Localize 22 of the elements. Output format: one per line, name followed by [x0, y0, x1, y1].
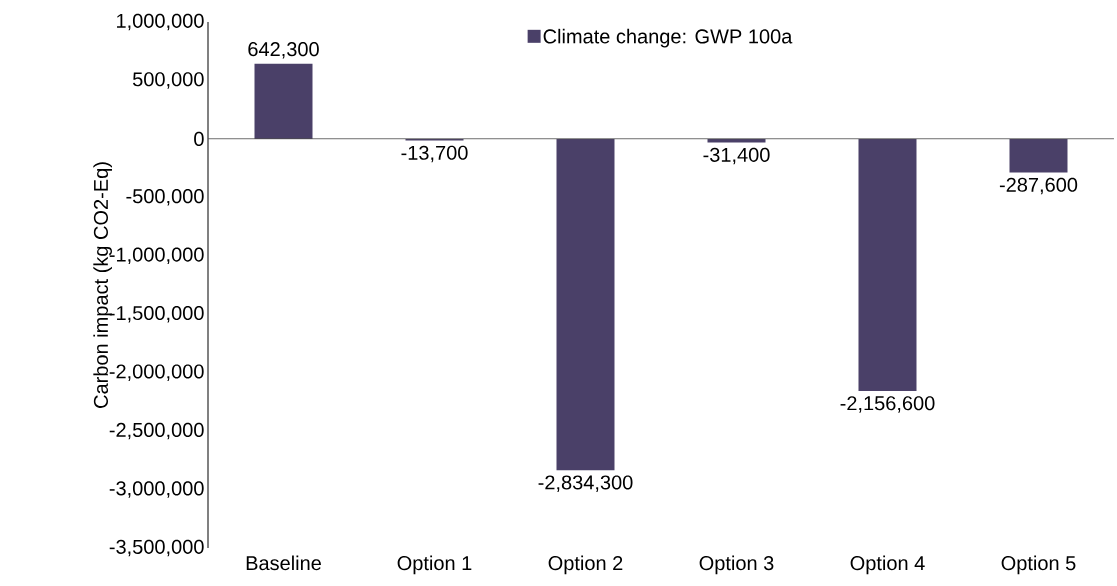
y-tick-label: -1,500,000	[109, 305, 204, 323]
y-tick-label: -500,000	[126, 189, 204, 206]
data-label: -31,400	[703, 147, 770, 165]
data-label: 642,300	[248, 42, 319, 59]
y-tick-label: 0	[194, 131, 204, 146]
x-tick-label: Option 1	[397, 555, 472, 575]
data-label: -13,700	[401, 145, 468, 163]
y-tick-label: 500,000	[132, 72, 204, 89]
x-tick-label: Option 3	[699, 555, 774, 575]
y-tick-label: -3,500,000	[109, 539, 204, 557]
data-label: -287,600	[999, 177, 1078, 195]
y-tick-label: -2,000,000	[109, 364, 204, 381]
y-tick-label: -3,000,000	[109, 481, 204, 498]
x-tick-label: Baseline	[246, 555, 321, 571]
x-tick-label: Option 5	[1001, 555, 1076, 575]
y-tick-label: -2,500,000	[109, 422, 204, 440]
x-tick-label: Option 2	[548, 555, 623, 575]
data-label: -2,834,300	[538, 475, 633, 492]
data-label: -2,156,600	[840, 396, 935, 413]
y-tick-label: 1,000,000	[117, 13, 204, 31]
x-tick-label: Option 4	[850, 555, 925, 575]
legend-label: Climate change: GWP 100a	[543, 28, 793, 48]
